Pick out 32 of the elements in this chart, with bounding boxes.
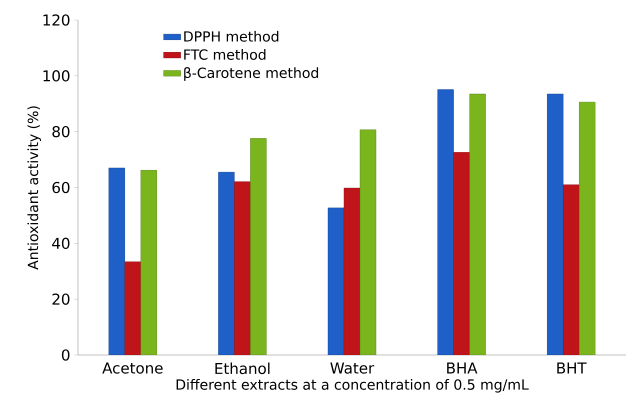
y-tick-label: 120 [43, 14, 70, 26]
legend-label: β-Carotene method [184, 67, 318, 81]
x-tick-label: Acetone [102, 362, 163, 374]
y-tick-label: 20 [52, 293, 70, 305]
y-tick-label: 100 [43, 70, 70, 82]
bar [360, 130, 376, 355]
x-tick-label: Ethanol [215, 362, 270, 374]
bar [234, 181, 251, 355]
y-tick-label: 60 [52, 182, 70, 194]
x-tick-label: Water [330, 362, 374, 374]
bar [140, 170, 157, 355]
y-tick-label: 80 [52, 126, 70, 138]
y-tick-label: 40 [52, 238, 70, 250]
bar [579, 102, 596, 355]
legend-label: FTC method [184, 49, 266, 60]
bar [344, 188, 360, 355]
x-tick-label: BHA [447, 362, 478, 374]
bar [250, 138, 267, 355]
legend-label: DPPH method [184, 30, 278, 42]
bar [124, 262, 141, 355]
y-axis-title: Antioxidant activity (%) [27, 106, 41, 270]
bar [108, 168, 125, 355]
bar [437, 89, 454, 355]
bar [453, 152, 470, 355]
bar [563, 184, 580, 355]
y-tick-label: 0 [62, 349, 70, 361]
bar [469, 94, 486, 355]
bar [218, 172, 235, 355]
bar [328, 208, 344, 355]
x-tick-label: BHT [557, 362, 587, 374]
bar [547, 94, 564, 355]
x-axis-title: Different extracts at a concentration of 0.5 mg/mL [176, 379, 529, 393]
